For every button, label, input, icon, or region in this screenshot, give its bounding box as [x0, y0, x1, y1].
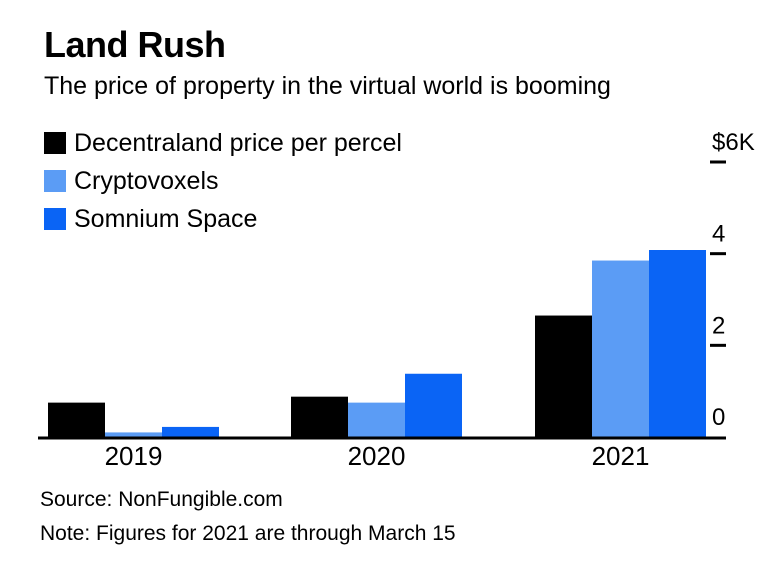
source-note: Source: NonFungible.com — [40, 488, 283, 511]
y-tick-label-2: 2 — [712, 312, 725, 339]
bar-somnium-space-2019 — [162, 426, 219, 437]
x-tick-label-2020: 2020 — [348, 441, 406, 471]
legend-swatch-decentraland — [44, 132, 66, 154]
x-tick-label-2019: 2019 — [105, 441, 163, 471]
bar-somnium-space-2020 — [405, 373, 462, 437]
bar-cryptovoxels-2019 — [105, 432, 162, 437]
bar-somnium-space-2021 — [649, 250, 706, 437]
y-tick-label-6: $6K — [712, 129, 755, 156]
legend-item-decentraland: Decentraland price per percel — [44, 124, 402, 162]
legend-label-decentraland: Decentraland price per percel — [74, 128, 402, 157]
bar-decentraland-price-per-percel-2020 — [291, 396, 348, 437]
bar-cryptovoxels-2021 — [592, 260, 649, 437]
legend-label-cryptovoxels: Cryptovoxels — [74, 166, 219, 195]
x-tick-label-2021: 2021 — [592, 441, 650, 471]
chart-subtitle: The price of property in the virtual wor… — [44, 72, 611, 100]
chart-title: Land Rush — [44, 24, 226, 65]
legend-swatch-somnium-space — [44, 208, 66, 230]
legend-label-somnium-space: Somnium Space — [74, 204, 258, 233]
y-tick-label-0: 0 — [712, 404, 725, 431]
legend-item-cryptovoxels: Cryptovoxels — [44, 162, 402, 200]
bar-decentraland-price-per-percel-2021 — [535, 315, 592, 437]
footnote: Note: Figures for 2021 are through March… — [40, 522, 456, 545]
legend-item-somnium-space: Somnium Space — [44, 200, 402, 238]
legend-swatch-cryptovoxels — [44, 170, 66, 192]
y-tick-label-4: 4 — [712, 221, 725, 248]
bar-decentraland-price-per-percel-2019 — [48, 402, 105, 437]
bar-cryptovoxels-2020 — [348, 402, 405, 437]
legend: Decentraland price per percel Cryptovoxe… — [44, 124, 402, 238]
